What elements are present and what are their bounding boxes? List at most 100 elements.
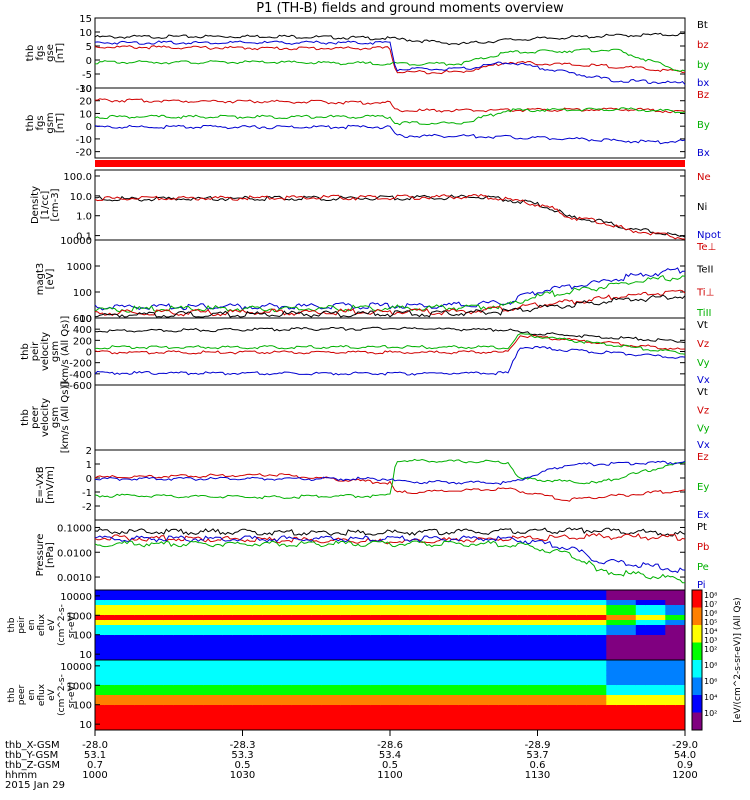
spectrogram-cell: [576, 725, 588, 731]
ytick-label: 10000: [60, 592, 92, 603]
spectrogram-cell: [626, 600, 637, 606]
spectrogram-cell: [242, 650, 253, 656]
spectrogram-cell: [232, 695, 243, 701]
xtick-label: 53.1: [84, 750, 106, 761]
spectrogram-cell: [606, 615, 617, 621]
spectrogram-cell: [576, 705, 588, 711]
spectrogram-cell: [567, 720, 578, 726]
spectrogram-cell: [409, 650, 420, 656]
spectrogram-cell: [340, 690, 352, 696]
spectrogram-cell: [567, 690, 578, 696]
spectrogram-cell: [665, 665, 676, 671]
series-Vz: [94, 334, 686, 355]
spectrogram-cell: [557, 610, 568, 616]
spectrogram-cell: [419, 645, 430, 651]
spectrogram-cell: [134, 640, 145, 646]
spectrogram-cell: [606, 650, 617, 656]
spectrogram-cell: [586, 685, 597, 691]
spectrogram-cell: [203, 605, 214, 611]
spectrogram-cell: [429, 620, 440, 626]
spectrogram-cell: [154, 595, 165, 601]
spectrogram-cell: [517, 645, 529, 651]
spectrogram-cell: [537, 725, 548, 731]
spectrogram-cell: [252, 620, 263, 626]
spectrogram-cell: [517, 715, 529, 721]
spectrogram-cell: [203, 635, 214, 641]
spectrogram-cell: [498, 665, 509, 671]
spectrogram-cell: [478, 685, 489, 691]
spectrogram-cell: [586, 705, 597, 711]
spectrogram-cell: [567, 670, 578, 676]
spectrogram-cell: [114, 645, 125, 651]
spectrogram-cell: [626, 645, 637, 651]
legend-Ex: Ex: [697, 510, 709, 521]
spectrogram-cell: [232, 610, 243, 616]
spectrogram-cell: [242, 655, 253, 661]
spectrogram-cell: [399, 630, 411, 636]
spectrogram-cell: [586, 675, 597, 681]
spectrogram-cell: [173, 655, 184, 661]
xtick-label: 1200: [672, 770, 697, 781]
spectrogram-cell: [616, 640, 627, 646]
spectrogram-cell: [576, 645, 588, 651]
spectrogram-cell: [124, 705, 135, 711]
spectrogram-cell: [114, 710, 125, 716]
spectrogram-cell: [468, 685, 479, 691]
spectrogram-cell: [645, 720, 656, 726]
spectrogram-cell: [173, 725, 184, 731]
plot-title: P1 (TH-B) fields and ground moments over…: [256, 1, 564, 16]
spectrogram-cell: [242, 700, 253, 706]
spectrogram-cell: [95, 650, 106, 656]
spectrogram-cell: [193, 615, 204, 621]
spectrogram-cell: [183, 705, 194, 711]
xtick-label: 53.7: [526, 750, 548, 761]
panel-frame-fgs_gse: [94, 17, 686, 89]
spectrogram-cell: [193, 680, 204, 686]
colorbar-tick: 10²: [704, 645, 717, 654]
spectrogram-cell: [331, 615, 342, 621]
spectrogram-cell: [586, 595, 597, 601]
spectrogram-cell: [537, 670, 548, 676]
ylabel-line: eflux: [37, 683, 47, 706]
spectrogram-cell: [567, 620, 578, 626]
spectrogram-cell: [655, 640, 666, 646]
spectrogram-cell: [213, 710, 224, 716]
spectrogram-cell: [183, 695, 194, 701]
spectrogram-cell: [645, 665, 656, 671]
spectrogram-cell: [626, 650, 637, 656]
spectrogram-cell: [213, 590, 224, 596]
spectrogram-cell: [419, 635, 430, 641]
spectrogram-cell: [645, 610, 656, 616]
spectrogram-cell: [675, 715, 686, 721]
spectrogram-cell: [340, 710, 352, 716]
spectrogram-cell: [675, 695, 686, 701]
spectrogram-cell: [626, 705, 637, 711]
spectrogram-cell: [665, 595, 676, 601]
spectrogram-cell: [262, 665, 273, 671]
spectrogram-cell: [331, 655, 342, 661]
spectrogram-cell: [665, 615, 676, 621]
spectrogram-cell: [399, 620, 411, 626]
spectrogram-cell: [635, 720, 647, 726]
spectrogram-cell: [586, 690, 597, 696]
ytick-label: -2: [82, 502, 92, 513]
spectrogram-cell: [626, 590, 637, 596]
spectrogram-cell: [557, 605, 568, 611]
spectrogram-cell: [390, 625, 401, 631]
spectrogram-cell: [468, 680, 479, 686]
xtick-label: -28.0: [82, 740, 108, 751]
spectrogram-cell: [576, 695, 588, 701]
ytick-label: 30: [79, 84, 92, 95]
spectrogram-cell: [360, 675, 371, 681]
spectrogram-cell: [291, 670, 302, 676]
spectrogram-cell: [242, 615, 253, 621]
spectrogram-cell: [390, 600, 401, 606]
legend-Vx: Vx: [697, 375, 710, 386]
spectrogram-cell: [596, 630, 607, 636]
spectrogram-cell: [370, 620, 381, 626]
spectrogram-cell: [547, 600, 558, 606]
colorbar-segment: [692, 625, 702, 643]
ylabel-line: en: [27, 689, 37, 700]
spectrogram-cell: [576, 715, 588, 721]
spectrogram-cell: [655, 620, 666, 626]
